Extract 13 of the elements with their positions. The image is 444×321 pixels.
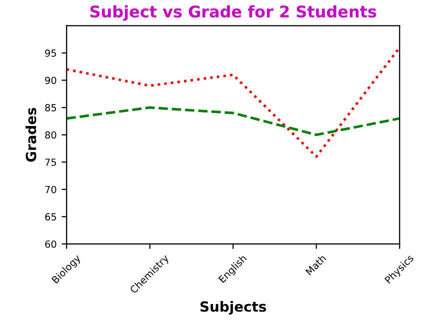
y-tick-label: 60 bbox=[45, 240, 56, 248]
line-series bbox=[66, 46, 400, 158]
x-axis-title: Subjects bbox=[200, 301, 266, 315]
y-tick-label: 75 bbox=[45, 158, 56, 166]
y-tick-label: 65 bbox=[45, 213, 56, 221]
y-axis-title: Grades bbox=[26, 108, 36, 162]
y-tick-label: 95 bbox=[45, 49, 56, 57]
chart-title: Subject vs Grade for 2 Students bbox=[90, 5, 376, 21]
y-tick-label: 70 bbox=[45, 186, 56, 194]
y-tick-label: 90 bbox=[45, 76, 56, 84]
y-tick-label: 80 bbox=[45, 131, 56, 139]
line-series bbox=[66, 106, 400, 136]
y-tick-label: 85 bbox=[45, 104, 56, 112]
